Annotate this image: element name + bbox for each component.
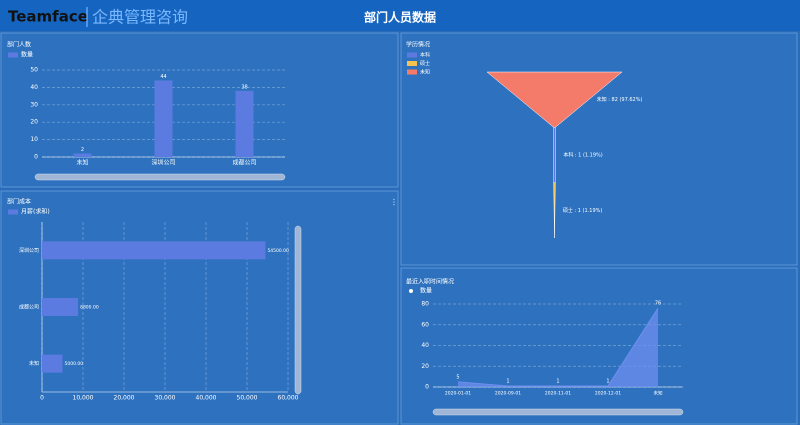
data-label: 2 [81, 147, 84, 153]
bar [235, 90, 254, 157]
y-tick-label: 0 [425, 384, 429, 391]
panel [400, 267, 798, 425]
x-tick-label: 未知 [76, 159, 88, 167]
x-tick-label: 30,000 [155, 395, 176, 402]
data-label: 1 [556, 378, 559, 384]
x-tick-label: 50,000 [237, 395, 258, 402]
x-tick-label: 成都公司 [232, 159, 256, 167]
chart-title: 部门成本 [7, 198, 31, 206]
data-label: 76 [655, 301, 661, 307]
data-label: 1 [606, 378, 609, 384]
x-tick-label: 未知 [654, 390, 663, 397]
y-tick-label: 深圳公司 [19, 247, 39, 254]
legend-label: 月薪(求和) [21, 208, 50, 216]
y-tick-label: 成都公司 [19, 304, 39, 311]
legend-marker [407, 52, 417, 58]
x-tick-label: 0 [40, 395, 44, 402]
chart-title: 最近入职时间情况 [406, 278, 454, 286]
x-tick-label: 2020-09-01 [495, 391, 521, 397]
data-label: 5000.00 [65, 361, 84, 367]
y-tick-label: 10 [30, 136, 38, 143]
legend-marker [407, 69, 417, 75]
area [458, 308, 658, 387]
funnel-segment [553, 127, 556, 183]
line [457, 307, 659, 387]
panel [0, 32, 399, 188]
bar [42, 354, 63, 373]
x-tick-label: 深圳公司 [151, 159, 175, 167]
bar [42, 241, 266, 260]
scrollbar[interactable] [294, 225, 302, 395]
x-tick-label: 60,000 [278, 395, 299, 402]
data-label: 44 [160, 74, 166, 80]
legend-marker [8, 209, 18, 215]
legend-label: 数量 [420, 287, 432, 295]
legend-marker [407, 61, 417, 66]
more-icon[interactable]: ⋮ [390, 198, 398, 207]
data-label: 硕士 : 1 (1.19%) [563, 207, 602, 214]
x-tick-label: 10,000 [73, 395, 94, 402]
legend-label: 未知 [420, 69, 430, 76]
y-tick-label: 40 [30, 84, 38, 91]
legend-label: 硕士 [420, 60, 430, 67]
data-label: 5 [456, 374, 459, 380]
data-label: 本科 : 1 (1.19%) [563, 152, 602, 159]
page-title: 部门人员数据 [364, 10, 436, 25]
data-label: 38 [241, 84, 247, 90]
y-tick-label: 30 [30, 101, 38, 108]
data-label: 8800.00 [80, 305, 99, 311]
x-tick-label: 20,000 [114, 395, 135, 402]
x-tick-label: 2020-12-01 [595, 391, 621, 397]
legend-label: 数量 [21, 51, 33, 59]
legend-marker [8, 52, 18, 58]
panel [400, 32, 798, 266]
y-tick-label: 20 [421, 363, 429, 370]
y-tick-label: 0 [34, 154, 38, 161]
header-bar [0, 0, 800, 31]
chart-title: 学历情况 [406, 41, 430, 49]
legend-marker [409, 289, 413, 293]
company: 企典管理咨询 [92, 8, 188, 27]
chart-title: 部门人数 [7, 41, 31, 49]
y-tick-label: 50 [30, 67, 38, 74]
scrollbar[interactable] [432, 408, 684, 416]
data-label: 54500.00 [267, 248, 289, 254]
brand: Teamface [8, 8, 88, 26]
y-tick-label: 80 [421, 301, 429, 308]
data-label: 1 [506, 378, 509, 384]
scrollbar[interactable] [34, 173, 286, 181]
data-label: 未知 : 82 (97.62%) [597, 96, 643, 103]
y-tick-label: 20 [30, 119, 38, 126]
x-tick-label: 2020-11-01 [545, 391, 571, 397]
y-tick-label: 60 [421, 321, 429, 328]
funnel-segment [553, 182, 556, 239]
x-tick-label: 2020-01-01 [445, 391, 471, 397]
bar [73, 153, 92, 157]
y-tick-label: 未知 [29, 360, 39, 367]
bar [42, 298, 79, 316]
bar [154, 80, 173, 157]
y-tick-label: 40 [421, 342, 429, 349]
x-tick-label: 40,000 [196, 395, 217, 402]
legend-label: 本科 [420, 52, 430, 59]
